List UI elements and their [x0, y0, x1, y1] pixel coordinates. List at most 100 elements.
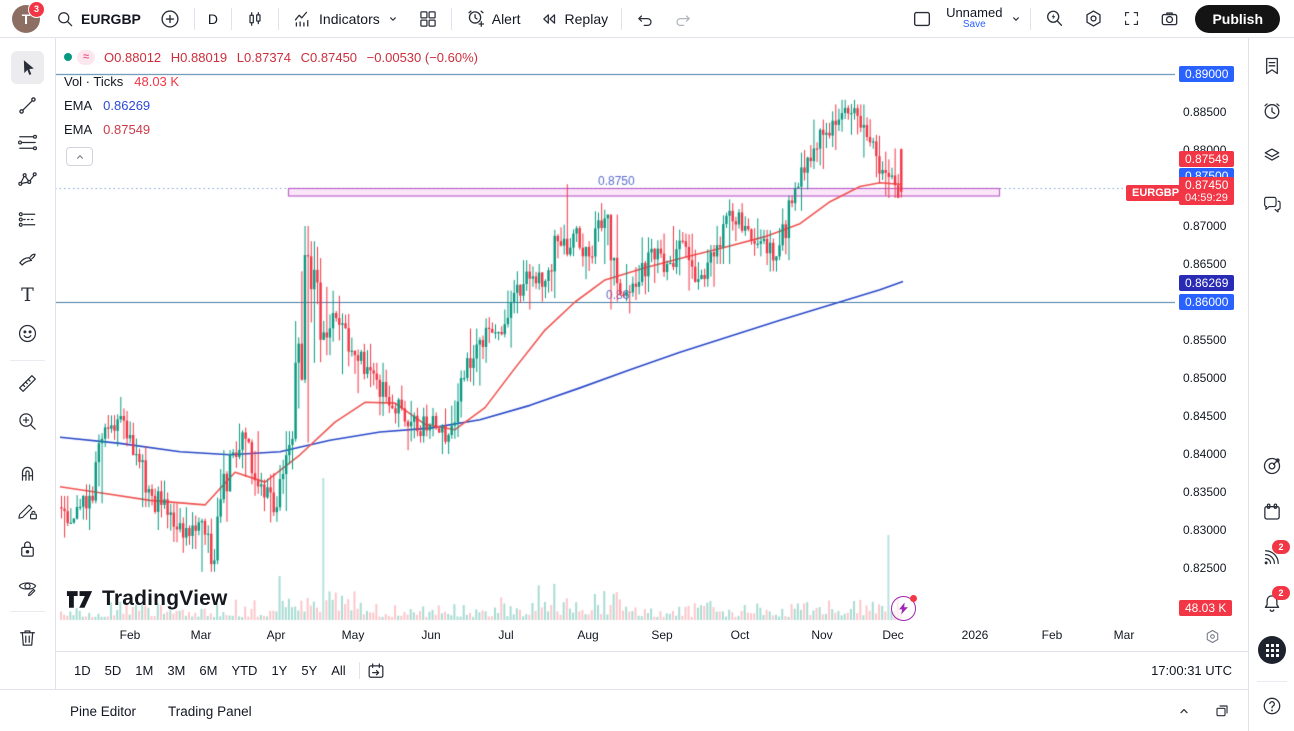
snapshot-button[interactable] — [1150, 4, 1189, 34]
pine-editor-tab[interactable]: Pine Editor — [70, 703, 137, 719]
time-tick-label: May — [341, 628, 365, 642]
toolbar-separator — [1030, 7, 1032, 30]
compare-add-symbol-button[interactable] — [150, 4, 190, 34]
tool-trend-line[interactable] — [11, 89, 44, 122]
expand-panel-icon[interactable] — [1176, 703, 1192, 719]
go-to-date-icon[interactable] — [366, 661, 386, 681]
range-5y-button[interactable]: 5Y — [301, 662, 318, 678]
legend-collapse-button[interactable] — [66, 147, 93, 166]
widget-apps-icon[interactable] — [1258, 636, 1286, 664]
high-value: H0.88019 — [170, 49, 228, 65]
range-5d-button[interactable]: 5D — [104, 662, 122, 678]
ema-red-value: 0.87549 — [103, 121, 151, 137]
time-tick-label: Mar — [190, 628, 212, 642]
widget-calendar-icon[interactable] — [1260, 500, 1284, 524]
trading-panel-tab[interactable]: Trading Panel — [168, 703, 252, 719]
time-tick-label: Aug — [577, 628, 599, 642]
tool-forecast[interactable] — [11, 203, 44, 236]
legend-ema-red-row[interactable]: EMA 0.87549 — [64, 117, 484, 141]
tool-lock[interactable] — [11, 532, 44, 565]
tool-ruler[interactable] — [11, 367, 44, 400]
create-alert-button[interactable]: Alert — [456, 4, 530, 34]
range-6m-button[interactable]: 6M — [199, 662, 218, 678]
widget-badge: 2 — [1272, 586, 1290, 600]
chart-canvas[interactable] — [55, 38, 1175, 622]
user-avatar[interactable]: T 3 — [12, 0, 45, 33]
widget-broadcast-icon[interactable]: 2 — [1260, 540, 1290, 569]
save-label: Save — [962, 19, 986, 31]
time-tick-label: Oct — [730, 628, 750, 642]
avatar-letter: T — [21, 10, 31, 27]
time-tick-label: Apr — [266, 628, 286, 642]
undo-button[interactable] — [626, 4, 664, 34]
widget-ideas-icon[interactable] — [1260, 454, 1284, 478]
widget-alert-clock-icon[interactable] — [1260, 99, 1284, 123]
widget-help-icon[interactable] — [1260, 694, 1284, 718]
rewind-icon — [539, 9, 559, 29]
alarm-plus-icon — [465, 8, 486, 29]
interval-button[interactable]: D — [199, 4, 227, 34]
symbol-name: EURGBP — [81, 10, 141, 27]
chart-style-button[interactable] — [236, 4, 274, 34]
range-3m-button[interactable]: 3M — [167, 662, 186, 678]
ema-label: EMA — [64, 97, 93, 113]
range-1y-button[interactable]: 1Y — [271, 662, 288, 678]
plus-circle-icon — [159, 8, 181, 30]
time-tick-label: Feb — [1041, 628, 1063, 642]
layout-dropdown-button[interactable] — [1006, 4, 1026, 34]
quick-search-button[interactable] — [1035, 4, 1074, 34]
price-axis[interactable]: 0.885000.880000.870000.865000.855000.850… — [1175, 38, 1248, 622]
legend-ema-blue-row[interactable]: EMA 0.86269 — [64, 93, 484, 117]
widget-bell-icon[interactable]: 2 — [1260, 586, 1290, 615]
widget-chat-icon[interactable] — [1260, 192, 1284, 216]
price-tick-label: 0.86500 — [1183, 257, 1227, 271]
clock-utc[interactable]: 17:00:31 UTC — [1151, 663, 1232, 678]
publish-button[interactable]: Publish — [1195, 4, 1280, 33]
time-axis[interactable]: Feb Mar Apr May Jun Jul Aug Sep Oct Nov Dec 2026 Feb… — [55, 622, 1175, 651]
price-tick-label: 0.83500 — [1183, 485, 1227, 499]
tool-trash[interactable] — [11, 621, 44, 654]
redo-button[interactable] — [664, 4, 702, 34]
open-value: O0.88012 — [104, 49, 162, 65]
tool-text[interactable]: T — [21, 284, 34, 306]
bottom-panel-bar: Pine Editor Trading Panel — [0, 689, 1248, 731]
tool-fib-lines[interactable] — [11, 126, 44, 159]
indicator-templates-button[interactable] — [409, 4, 447, 34]
tool-magnet[interactable] — [11, 456, 44, 489]
tool-draw-lock[interactable] — [11, 494, 44, 527]
marker-alert-dot — [910, 595, 917, 602]
restore-panel-icon[interactable] — [1214, 703, 1230, 719]
range-all-button[interactable]: All — [331, 662, 346, 678]
chart-settings-button[interactable] — [1074, 4, 1113, 34]
candlestick-icon — [245, 9, 265, 29]
tool-emoji[interactable] — [11, 317, 44, 350]
low-value: L0.87374 — [236, 49, 292, 65]
tool-brush[interactable] — [11, 241, 44, 274]
widget-object-tree-icon[interactable] — [1260, 143, 1284, 167]
watermark-text: TradingView — [102, 587, 228, 610]
layout-name-button[interactable]: Unnamed Save — [942, 6, 1006, 30]
undo-icon — [635, 9, 655, 29]
axis-settings-gear-icon[interactable] — [1204, 628, 1221, 650]
tool-xabcd-pattern[interactable] — [11, 164, 44, 197]
price-tick-label: 0.82500 — [1183, 561, 1227, 575]
price-tick-label: 0.88500 — [1183, 105, 1227, 119]
range-ytd-button[interactable]: YTD — [231, 662, 258, 678]
symbol-search-button[interactable]: EURGBP — [46, 4, 150, 34]
fullscreen-button[interactable] — [1113, 4, 1150, 34]
legend-volume-row[interactable]: Vol · Ticks 48.03 K — [64, 69, 484, 93]
range-1d-button[interactable]: 1D — [74, 662, 91, 678]
widget-watchlist-icon[interactable] — [1260, 54, 1284, 78]
price-tick-label: 0.85000 — [1183, 371, 1227, 385]
layout-select-button[interactable] — [902, 4, 942, 34]
bar-replay-button[interactable]: Replay — [530, 4, 618, 34]
tool-hide-drawings[interactable] — [11, 570, 44, 603]
tool-cursor[interactable] — [11, 51, 44, 84]
price-tick-label: 0.87000 — [1183, 219, 1227, 233]
legend-ohlc-row[interactable]: ≈ O0.88012 H0.88019 L0.87374 C0.87450 −0… — [64, 45, 484, 69]
indicators-button[interactable]: Indicators — [283, 4, 409, 34]
flash-event-marker[interactable] — [891, 595, 917, 621]
range-1m-button[interactable]: 1M — [135, 662, 154, 678]
tool-zoom-in[interactable] — [11, 405, 44, 438]
